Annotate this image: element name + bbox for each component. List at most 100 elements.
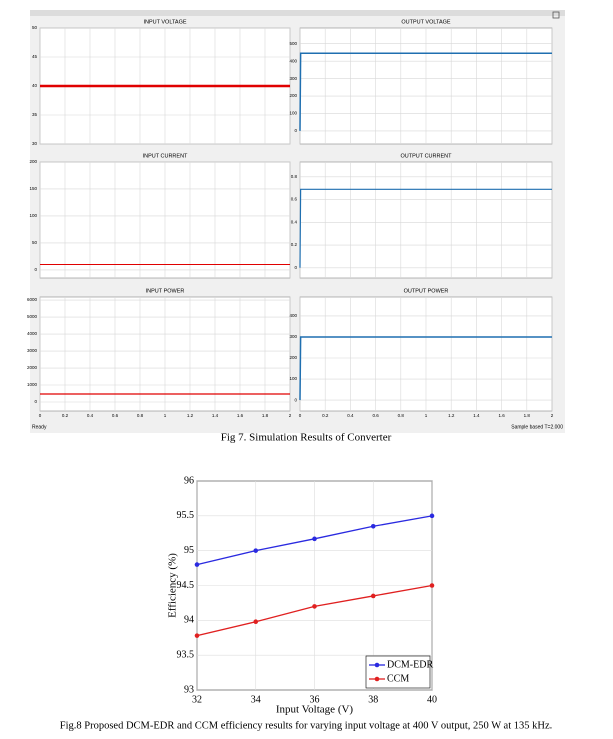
x-tick-label: 1.6: [498, 413, 505, 418]
legend-box: [365, 655, 431, 689]
y-tick-label: 0.2: [291, 242, 298, 247]
y-tick-label: 1000: [27, 382, 38, 387]
y-tick-label: 95.5: [177, 510, 195, 521]
legend-label: DCM-EDR: [387, 659, 433, 670]
y-tick-label: 40: [32, 83, 38, 88]
marker: [429, 513, 435, 519]
x-tick-label: 2: [551, 413, 554, 418]
series-line: [299, 52, 552, 131]
series-line: [299, 336, 552, 401]
y-tick-label: 100: [29, 213, 37, 218]
x-tick-label: 1.2: [448, 413, 455, 418]
x-tick-label: 34: [251, 694, 261, 705]
y-tick-label: 45: [32, 54, 38, 59]
x-tick-label: 0: [299, 413, 302, 418]
x-tick-label: 1.4: [212, 413, 219, 418]
x-tick-label: 38: [368, 694, 378, 705]
y-tick-label: 300: [289, 334, 297, 339]
y-tick-label: 100: [289, 111, 297, 116]
y-tick-label: 400: [289, 58, 297, 63]
y-tick-label: 93: [184, 684, 194, 695]
y-tick-label: 0.6: [291, 197, 298, 202]
y-tick-label: 50: [32, 25, 38, 30]
x-tick-label: 0.8: [398, 413, 405, 418]
marker: [370, 523, 376, 529]
y-tick-label: 0.8: [291, 174, 298, 179]
marker: [312, 536, 317, 542]
y-tick-label: 6000: [27, 297, 38, 302]
x-tick-label: 0.6: [112, 413, 119, 418]
x-tick-label: 1: [164, 413, 167, 418]
chart-title: OUTPUT VOLTAGE: [401, 19, 451, 25]
status-right: Sample based T=2.000: [511, 424, 563, 430]
y-tick-label: 200: [29, 159, 37, 164]
x-tick-label: 1: [425, 413, 428, 418]
x-tick-label: 0.4: [87, 413, 94, 418]
chart-title: INPUT CURRENT: [143, 153, 188, 159]
chart-title: OUTPUT POWER: [404, 288, 449, 294]
marker: [312, 604, 317, 609]
y-tick-label: 4000: [27, 331, 38, 336]
chart-title: OUTPUT CURRENT: [401, 153, 453, 159]
y-tick-label: 200: [289, 355, 297, 360]
marker: [429, 583, 435, 588]
y-tick-label: 35: [32, 112, 38, 117]
y-tick-label: 2000: [27, 365, 38, 370]
x-tick-label: 0.2: [62, 413, 69, 418]
legend-marker: [374, 662, 380, 668]
series-line: [299, 188, 552, 268]
y-tick-label: 5000: [27, 314, 38, 319]
y-tick-label: 93.5: [177, 649, 195, 660]
x-tick-label: 0.6: [372, 413, 379, 418]
x-tick-label: 0: [39, 413, 42, 418]
y-tick-label: 50: [32, 240, 38, 245]
legend-label: CCM: [387, 673, 409, 684]
y-tick-label: 30: [32, 141, 38, 146]
y-tick-label: 500: [289, 41, 297, 46]
status-left: Ready: [32, 424, 47, 430]
y-tick-label: 94: [184, 615, 194, 626]
chart-title: INPUT POWER: [146, 288, 185, 294]
x-tick-label: 0.2: [322, 413, 329, 418]
y-tick-label: 96: [184, 475, 194, 486]
x-tick-label: 0.8: [137, 413, 144, 418]
y-tick-label: 0: [294, 128, 297, 133]
legend-marker: [374, 676, 380, 682]
y-tick-label: 100: [289, 376, 297, 381]
y-tick-label: 150: [29, 186, 37, 191]
toolbar: [30, 10, 565, 16]
marker: [253, 619, 259, 625]
y-tick-label: 200: [289, 93, 297, 98]
y-tick-label: 0: [294, 265, 297, 270]
x-tick-label: 1.2: [187, 413, 194, 418]
y-tick-label: 94.5: [177, 580, 195, 591]
x-axis-label: Input Voltage (V): [276, 704, 354, 716]
y-tick-label: 400: [289, 313, 297, 318]
y-tick-label: 0: [294, 397, 297, 402]
x-tick-label: 1.6: [237, 413, 244, 418]
y-tick-label: 300: [289, 76, 297, 81]
x-tick-label: 40: [427, 694, 437, 705]
x-tick-label: 2: [289, 413, 292, 418]
y-tick-label: 0: [34, 267, 37, 272]
marker: [253, 548, 259, 553]
marker: [194, 562, 200, 567]
chart-title: INPUT VOLTAGE: [143, 19, 186, 25]
window-icon[interactable]: [552, 11, 560, 19]
marker: [194, 633, 200, 638]
x-tick-label: 32: [192, 694, 202, 705]
y-tick-label: 3000: [27, 348, 38, 353]
y-tick-label: 0.4: [291, 219, 298, 224]
caption: Fig 7. Simulation Results of Converter: [221, 432, 392, 444]
x-tick-label: 0.4: [347, 413, 354, 418]
marker: [370, 593, 376, 599]
x-tick-label: 36: [310, 694, 320, 705]
y-axis-label: Efficiency (%): [167, 553, 179, 618]
y-tick-label: 95: [184, 545, 194, 556]
caption: Fig.8 Proposed DCM-EDR and CCM efficienc…: [60, 720, 552, 731]
x-tick-label: 1.8: [524, 413, 531, 418]
x-tick-label: 1.8: [262, 413, 269, 418]
x-tick-label: 1.4: [473, 413, 480, 418]
